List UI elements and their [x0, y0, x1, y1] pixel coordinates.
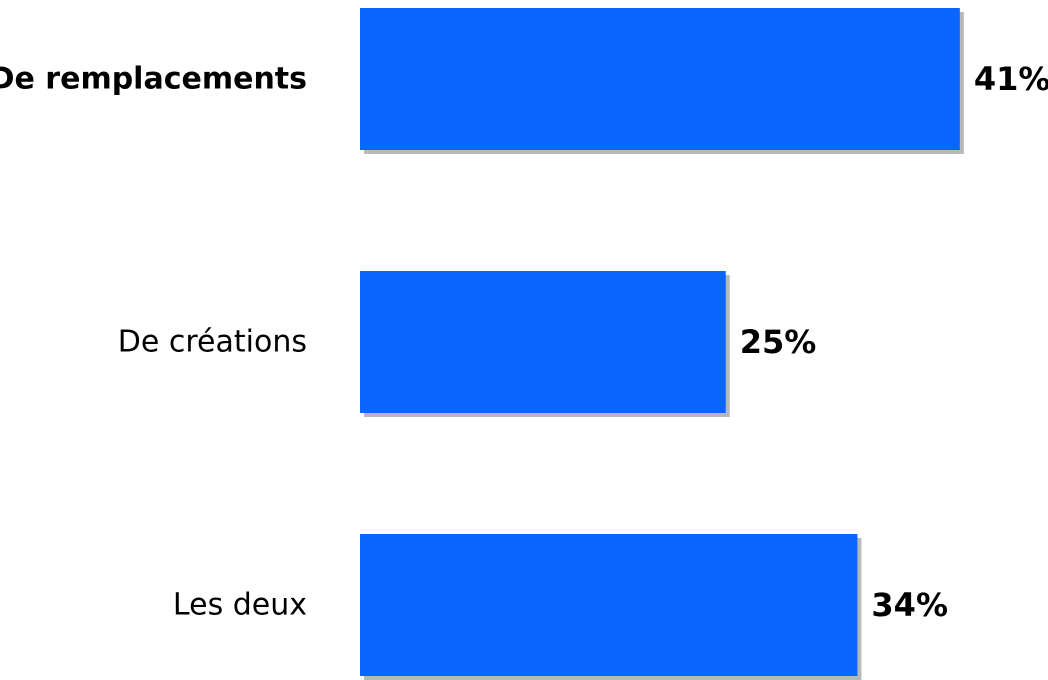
category-label-2: De créations [118, 325, 307, 360]
value-label-2: 25% [740, 323, 817, 361]
value-label-1: 41% [974, 60, 1048, 98]
bar-3 [360, 534, 858, 676]
bar-2 [360, 271, 726, 413]
value-label-3: 34% [871, 586, 948, 624]
category-label-3: Les deux [173, 588, 307, 623]
category-label-1: De remplacements [0, 62, 307, 97]
bar-1 [360, 8, 960, 150]
